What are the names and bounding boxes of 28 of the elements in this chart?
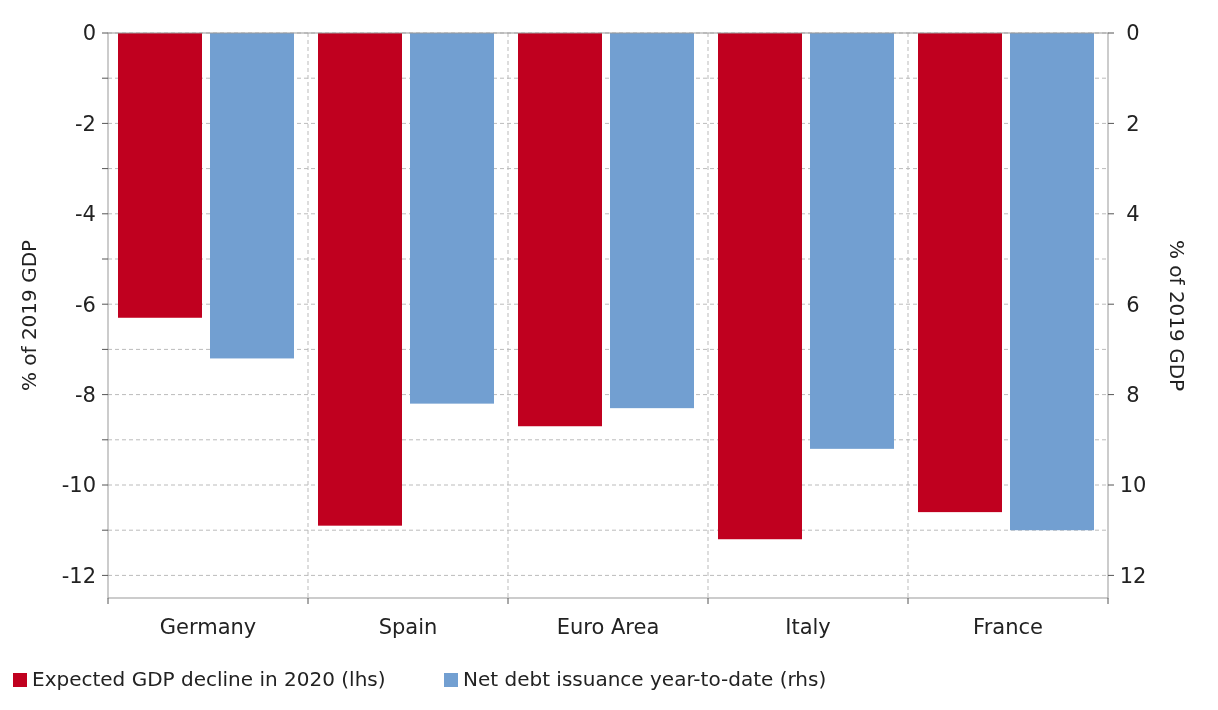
y2-tick-label: 10 xyxy=(1119,473,1147,498)
x-tick-label: France xyxy=(973,615,1043,639)
x-tick-label: Euro Area xyxy=(556,615,660,639)
y-tick-label: -8 xyxy=(75,382,96,407)
y2-tick-label: 12 xyxy=(1119,563,1147,588)
y-tick-label: -6 xyxy=(75,292,96,317)
y-tick-label: -2 xyxy=(75,111,96,136)
y2-tick-label: 4 xyxy=(1126,202,1140,227)
bar xyxy=(210,33,294,359)
bar xyxy=(1010,33,1094,531)
x-tick-label: Spain xyxy=(378,615,438,639)
y2-axis-title: % of 2019 GDP xyxy=(1165,239,1189,392)
bar xyxy=(410,33,494,404)
y-tick-label: -10 xyxy=(61,473,96,498)
bar xyxy=(610,33,694,409)
y-tick-label: -4 xyxy=(75,202,96,227)
x-tick-label: Germany xyxy=(159,615,257,639)
y-tick-label: 0 xyxy=(82,21,96,46)
legend-label: Expected GDP decline in 2020 (lhs) xyxy=(32,667,386,691)
y2-tick-label: 8 xyxy=(1126,382,1140,407)
bar xyxy=(810,33,894,449)
y-axis-title: % of 2019 GDP xyxy=(17,239,41,392)
y-tick-label: -12 xyxy=(61,563,96,588)
x-tick-label: Italy xyxy=(785,615,831,639)
y2-tick-label: 2 xyxy=(1126,111,1140,136)
y2-tick-label: 6 xyxy=(1126,292,1140,317)
y2-tick-label: 0 xyxy=(1126,21,1140,46)
legend-label: Net debt issuance year-to-date (rhs) xyxy=(463,667,827,691)
